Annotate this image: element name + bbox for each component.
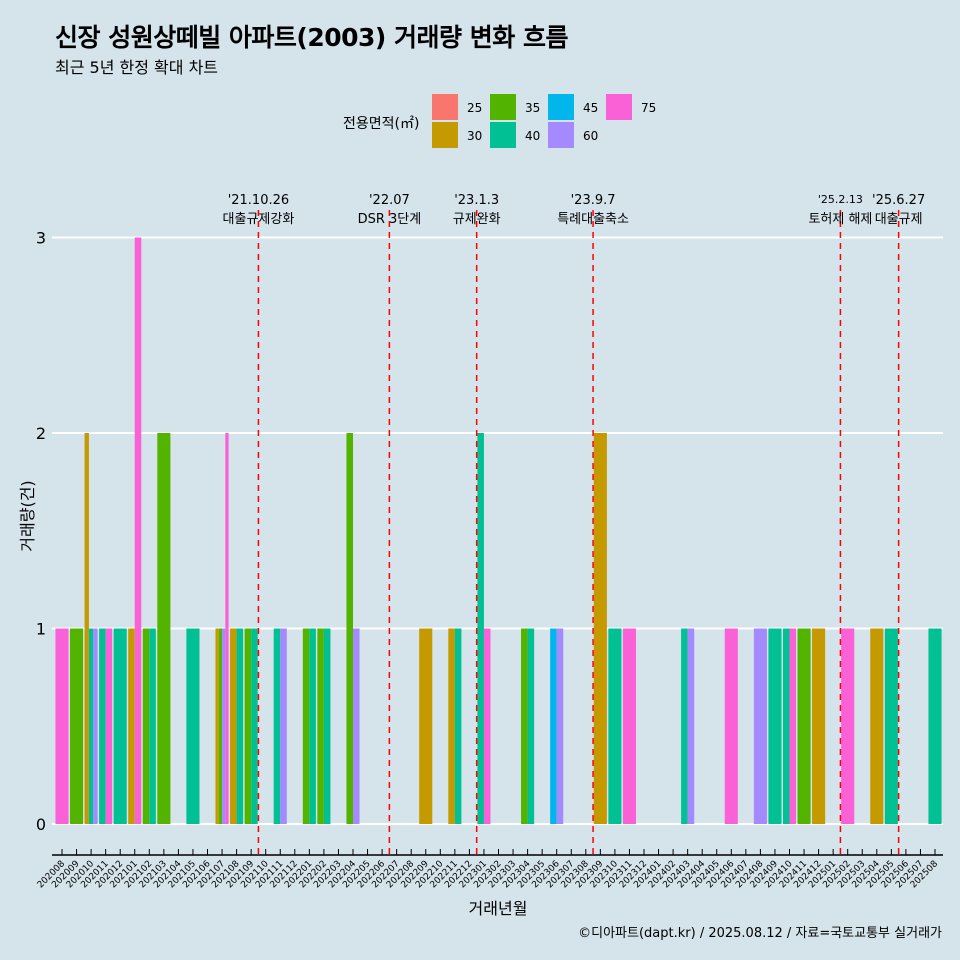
bar-202301-40 <box>477 433 484 824</box>
y-axis-title: 거래량(건) <box>18 480 37 551</box>
bar-202202-35 <box>317 628 324 824</box>
bar-202108-40 <box>236 628 244 824</box>
legend-key-30 <box>432 122 458 148</box>
legend-label-30: 30 <box>467 129 482 143</box>
bar-202012-40 <box>113 628 127 824</box>
legend-label-60: 60 <box>583 129 598 143</box>
bar-202408-60 <box>753 628 767 824</box>
event-label: 규제완화 <box>453 212 501 227</box>
event-label: 대출규제강화 <box>223 212 295 227</box>
event-label: 특례대출축소 <box>557 212 629 227</box>
bar-202109-35 <box>244 628 252 824</box>
bar-202504-30 <box>870 628 884 824</box>
bar-202101-75 <box>134 237 142 824</box>
legend-label-45: 45 <box>583 101 598 115</box>
y-tick-label: 1 <box>36 620 46 639</box>
x-axis: 2020082020092020102020112020122021012021… <box>36 849 943 890</box>
y-tick-label: 2 <box>36 424 46 443</box>
bar-202107-75 <box>225 433 229 824</box>
bar-202009-35 <box>70 628 84 824</box>
bar-202412-30 <box>812 628 826 824</box>
chart-subtitle: 최근 5년 한정 확대 차트 <box>55 58 219 77</box>
bar-202502-75 <box>841 628 855 824</box>
legend-key-25 <box>432 94 458 120</box>
event-lines: '21.10.26 대출규제강화 '22.07 DSR 3단계 '23.1.3 규제완화 '… <box>223 193 925 855</box>
bar-202306-45 <box>550 628 557 824</box>
bar-202107-30 <box>215 628 219 824</box>
bar-202008-75 <box>55 628 69 824</box>
legend-label-35: 35 <box>525 101 540 115</box>
event-date: '22.07 <box>369 193 410 208</box>
bar-202111-60 <box>280 628 287 824</box>
bar-202010-30 <box>84 433 89 824</box>
legend-label-40: 40 <box>525 129 540 143</box>
bar-202204-60 <box>353 628 360 824</box>
y-tick-label: 3 <box>36 229 46 248</box>
bar-202306-60 <box>556 628 564 824</box>
bar-202411-35 <box>797 628 811 824</box>
bar-202010-40 <box>88 628 94 824</box>
bar-202102-35 <box>142 628 150 824</box>
legend-key-45 <box>548 94 574 120</box>
bar-202010-60 <box>93 628 98 824</box>
bar-202102-40 <box>149 628 156 824</box>
legend-key-75 <box>606 94 632 120</box>
chart-title: 신장 성원상떼빌 아파트(2003) 거래량 변화 흐름 <box>55 23 568 52</box>
bar-202508-40 <box>928 628 942 824</box>
bar-202011-75 <box>105 628 113 824</box>
bar-202403-40 <box>681 628 688 824</box>
bar-202304-35 <box>521 628 528 824</box>
x-axis-title: 거래년월 <box>469 899 528 918</box>
bar-202310-40 <box>608 628 622 824</box>
event-date: '25.6.27 <box>872 193 925 208</box>
bar-202201-35 <box>302 628 310 824</box>
bar-202109-40 <box>251 628 258 824</box>
bar-202011-40 <box>99 628 106 824</box>
legend-key-60 <box>548 122 574 148</box>
bar-202103-35 <box>157 433 171 824</box>
event-date: '23.9.7 <box>571 193 616 208</box>
bar-202111-40 <box>273 628 281 824</box>
legend-label-25: 25 <box>467 101 482 115</box>
bar-202211-40 <box>454 628 462 824</box>
event-label: 대출규제 <box>875 212 923 227</box>
bar-202311-75 <box>622 628 636 824</box>
legend: 전용면적(㎡) 25 30 35 40 45 60 75 <box>343 94 656 148</box>
bar-202505-40 <box>884 628 898 824</box>
bar-202410-75 <box>789 628 797 824</box>
legend-key-35 <box>490 94 516 120</box>
event-label: 토허제 해제 <box>808 212 872 227</box>
legend-label-75: 75 <box>641 101 656 115</box>
bar-202301-75 <box>483 628 491 824</box>
legend-title: 전용면적(㎡) <box>343 116 419 132</box>
bar-202309-30 <box>593 433 607 824</box>
y-axis: 0 1 2 3 <box>36 229 46 835</box>
event-date: '23.1.3 <box>454 193 499 208</box>
bar-202403-60 <box>687 628 695 824</box>
bar-202410-40 <box>782 628 790 824</box>
event-date: '21.10.26 <box>228 193 289 208</box>
event-label: DSR 3단계 <box>358 212 422 227</box>
bar-202406-75 <box>724 628 738 824</box>
bar-202211-30 <box>448 628 455 824</box>
source-caption: ©디아파트(dapt.kr) / 2025.08.12 / 자료=국토교통부 실… <box>578 926 942 941</box>
bar-202209-30 <box>419 628 433 824</box>
bar-202409-40 <box>768 628 782 824</box>
bar-202108-30 <box>230 628 237 824</box>
bar-202107-35 <box>218 628 223 824</box>
bar-202107-60 <box>222 628 226 824</box>
bar-202204-35 <box>346 433 353 824</box>
legend-key-40 <box>490 122 516 148</box>
bar-202105-40 <box>186 628 200 824</box>
y-tick-label: 0 <box>36 815 46 834</box>
bar-202304-40 <box>527 628 535 824</box>
bar-202101-30 <box>128 628 135 824</box>
bar-202202-40 <box>323 628 331 824</box>
bar-202201-40 <box>309 628 316 824</box>
bars <box>55 237 942 824</box>
event-date: '25.2.13 <box>818 193 863 206</box>
